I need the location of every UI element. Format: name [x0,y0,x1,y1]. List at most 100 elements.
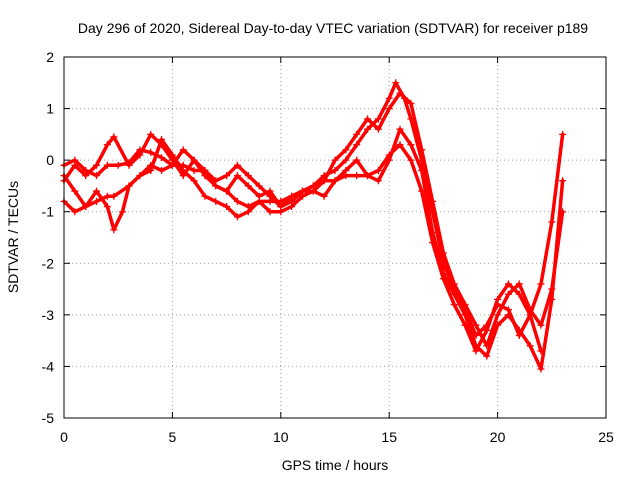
y-axis-label: SDTVAR / TECUs [5,181,21,293]
data-point [526,311,534,319]
data-point [439,275,447,283]
data-point [212,197,220,205]
data-point [374,177,382,185]
data-point [407,156,415,164]
data-point [537,347,545,355]
data-point [461,321,469,329]
data-point [320,192,328,200]
data-point [461,301,469,309]
data-point [119,208,127,216]
data-point [385,105,393,113]
data-point [266,208,274,216]
series-track-1 [60,79,567,339]
data-point [212,182,220,190]
data-point [71,208,79,216]
data-point [364,115,372,123]
data-point [353,141,361,149]
data-point [537,280,545,288]
data-point [179,161,187,169]
data-point [277,197,285,205]
data-point [288,203,296,211]
data-point [190,177,198,185]
series-line [62,81,565,338]
data-point [223,172,231,180]
data-point [71,156,79,164]
y-tick-label: -2 [42,255,55,271]
data-point [93,161,101,169]
data-point [110,192,118,200]
data-point [331,156,339,164]
data-point [396,125,404,133]
data-point [461,311,469,319]
data-point [244,172,252,180]
data-point [82,203,90,211]
data-point [147,166,155,174]
data-point [439,249,447,257]
data-point [233,197,241,205]
data-point [353,172,361,180]
data-point [233,172,241,180]
data-point [407,99,415,107]
data-point [515,290,523,298]
data-point [515,280,523,288]
data-point [136,146,144,154]
data-point [374,166,382,174]
data-point [71,187,79,195]
data-point [158,136,166,144]
data-point [147,130,155,138]
data-point [190,166,198,174]
series-line [62,127,565,371]
series-track-4 [60,141,545,355]
data-point [298,187,306,195]
data-point [342,146,350,154]
data-point [526,342,534,350]
data-point [147,148,155,156]
data-point [82,166,90,174]
data-point [277,208,285,216]
data-point [288,192,296,200]
x-tick-label: 25 [598,429,614,445]
data-point [223,203,231,211]
data-point [483,352,491,360]
x-tick-label: 0 [60,429,68,445]
data-point [114,161,122,169]
series-line [62,91,565,348]
chart-title: Day 296 of 2020, Sidereal Day-to-day VTE… [78,20,588,36]
data-point [125,159,133,167]
data-point [483,326,491,334]
data-point [418,187,426,195]
data-point [472,321,480,329]
x-axis-label: GPS time / hours [282,457,389,473]
data-point [418,166,426,174]
y-tick-labels: -5 -4 -3 -2 -1 0 1 2 [42,49,55,426]
data-point [93,187,101,195]
data-point [364,172,372,180]
data-point [504,311,512,319]
data-point [364,125,372,133]
data-point [244,182,252,190]
data-point [179,146,187,154]
y-tick-label: -4 [42,358,55,374]
data-point [559,130,567,138]
data-point [396,141,404,149]
data-point [255,197,263,205]
data-point [353,156,361,164]
data-point [103,141,111,149]
data-point [548,218,556,226]
data-point [110,133,118,141]
data-point [158,166,166,174]
data-point [559,177,567,185]
data-point [223,187,231,195]
data-point [233,161,241,169]
data-point [158,154,166,162]
data-point [266,197,274,205]
data-point [494,311,502,319]
data-point [103,192,111,200]
data-point [103,161,111,169]
data-point [190,156,198,164]
data-point [110,226,118,234]
data-point [201,166,209,174]
data-point [320,177,328,185]
data-point [136,172,144,180]
data-point [407,141,415,149]
